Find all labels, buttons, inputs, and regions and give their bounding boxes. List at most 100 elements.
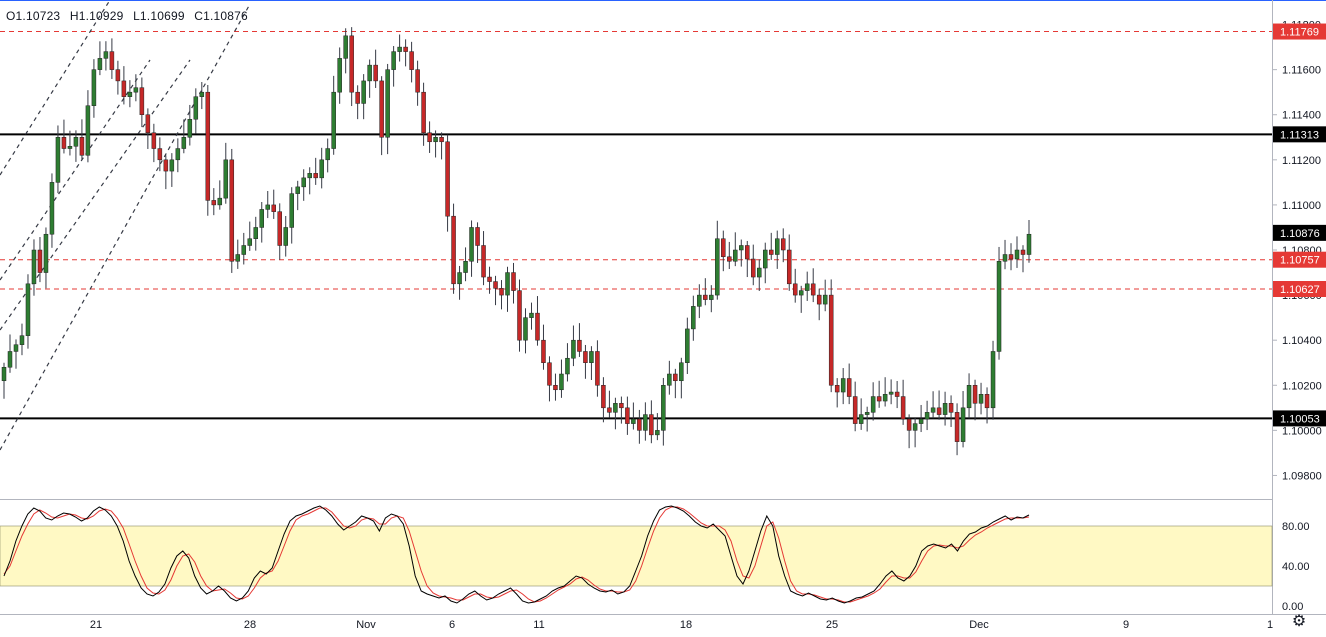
candle-up	[774, 238, 780, 255]
price-tick-label: 1.10000	[1282, 425, 1322, 437]
candle-up	[733, 249, 738, 262]
candle-up	[55, 137, 61, 183]
price-label-box	[1273, 251, 1326, 268]
candle-up	[259, 209, 264, 228]
candle-down	[211, 200, 217, 206]
candle-up	[523, 317, 528, 341]
candle-up	[1026, 233, 1032, 255]
candle-up	[529, 312, 534, 318]
candle-up	[25, 283, 31, 336]
candle-down	[583, 351, 588, 363]
price-label-box	[1273, 281, 1326, 298]
candle-down	[427, 132, 432, 143]
time-tick-label: Nov	[356, 619, 376, 631]
candle-down	[547, 362, 552, 386]
candle-up	[864, 412, 870, 415]
candle-up	[247, 238, 253, 246]
trend-channel[interactable]	[0, 0, 251, 451]
candle-down	[115, 69, 121, 82]
candle-up	[631, 418, 636, 424]
gear-icon[interactable]: ⚙	[1291, 613, 1307, 630]
candle-up	[798, 290, 804, 296]
channel-line	[0, 59, 191, 331]
candle-down	[61, 137, 67, 149]
candle-up	[397, 46, 402, 52]
time-tick-label: Dec	[969, 619, 989, 631]
price-tick-label: 1.11200	[1282, 155, 1321, 167]
candle-up	[763, 249, 768, 269]
ohlc-low: L1.10699	[133, 9, 185, 23]
candle-down	[415, 69, 420, 93]
stoch-k-line	[3, 505, 1030, 604]
candle-down	[499, 288, 504, 296]
candle-down	[541, 339, 546, 363]
candle-up	[966, 385, 972, 409]
candle-up	[978, 394, 984, 404]
candle-up	[343, 35, 348, 59]
candle-down	[229, 159, 235, 262]
price-label: 1.11769	[1280, 27, 1319, 39]
candle-down	[445, 141, 450, 217]
candle-up	[505, 272, 510, 296]
candle-down	[205, 91, 211, 201]
price-tick-label: 1.10400	[1282, 335, 1322, 347]
candle-up	[169, 159, 175, 172]
candle-down	[948, 403, 954, 413]
candle-down	[1008, 254, 1014, 260]
candle-up	[385, 69, 390, 138]
candle-down	[972, 385, 978, 404]
candle-up	[930, 407, 936, 413]
candle-down	[37, 249, 43, 273]
candle-up	[337, 58, 342, 93]
candle-up	[133, 87, 139, 93]
stoch-d-line	[3, 506, 1030, 603]
price-label: 1.10053	[1280, 413, 1320, 425]
candle-down	[535, 312, 540, 341]
candle-down	[313, 173, 318, 179]
candle-down	[745, 245, 750, 260]
candle-down	[601, 385, 606, 409]
candle-down	[936, 407, 942, 415]
candle-down	[277, 211, 282, 246]
candle-down	[109, 51, 115, 70]
candle-down	[637, 418, 642, 431]
price-label-box	[1273, 126, 1326, 143]
candle-up	[918, 418, 924, 424]
candle-up	[217, 197, 223, 206]
candle-up	[613, 403, 618, 413]
candle-up	[1002, 254, 1008, 262]
candle-up	[691, 306, 696, 330]
candle-up	[457, 272, 462, 285]
candle-up	[73, 137, 79, 147]
time-tick-label: 1	[1267, 619, 1273, 631]
ohlc-legend: O1.10723 H1.10929 L1.10699 C1.10876	[6, 9, 254, 23]
candle-up	[391, 51, 396, 70]
candle-up	[223, 159, 229, 199]
candle-up	[1014, 249, 1020, 260]
candle-up	[697, 294, 702, 307]
candle-down	[984, 394, 990, 409]
time-tick-label: 6	[449, 619, 455, 631]
candle-up	[1, 366, 7, 382]
candle-down	[403, 46, 408, 52]
candle-up	[253, 227, 259, 239]
candle-down	[553, 385, 558, 391]
candle-down	[163, 159, 169, 172]
candle-up	[463, 261, 468, 273]
candle-down	[79, 137, 85, 156]
candle-down	[379, 80, 384, 138]
candle-up	[757, 267, 762, 278]
candle-up	[127, 91, 133, 97]
candle-down	[727, 256, 732, 262]
candle-down	[595, 351, 600, 386]
candle-down	[769, 249, 774, 255]
candle-down	[493, 281, 498, 289]
candle-up	[43, 233, 49, 273]
candle-up	[804, 283, 810, 291]
candle-down	[271, 204, 276, 212]
candle-down	[834, 385, 840, 393]
candle-up	[924, 412, 930, 420]
candle-up	[679, 362, 684, 382]
